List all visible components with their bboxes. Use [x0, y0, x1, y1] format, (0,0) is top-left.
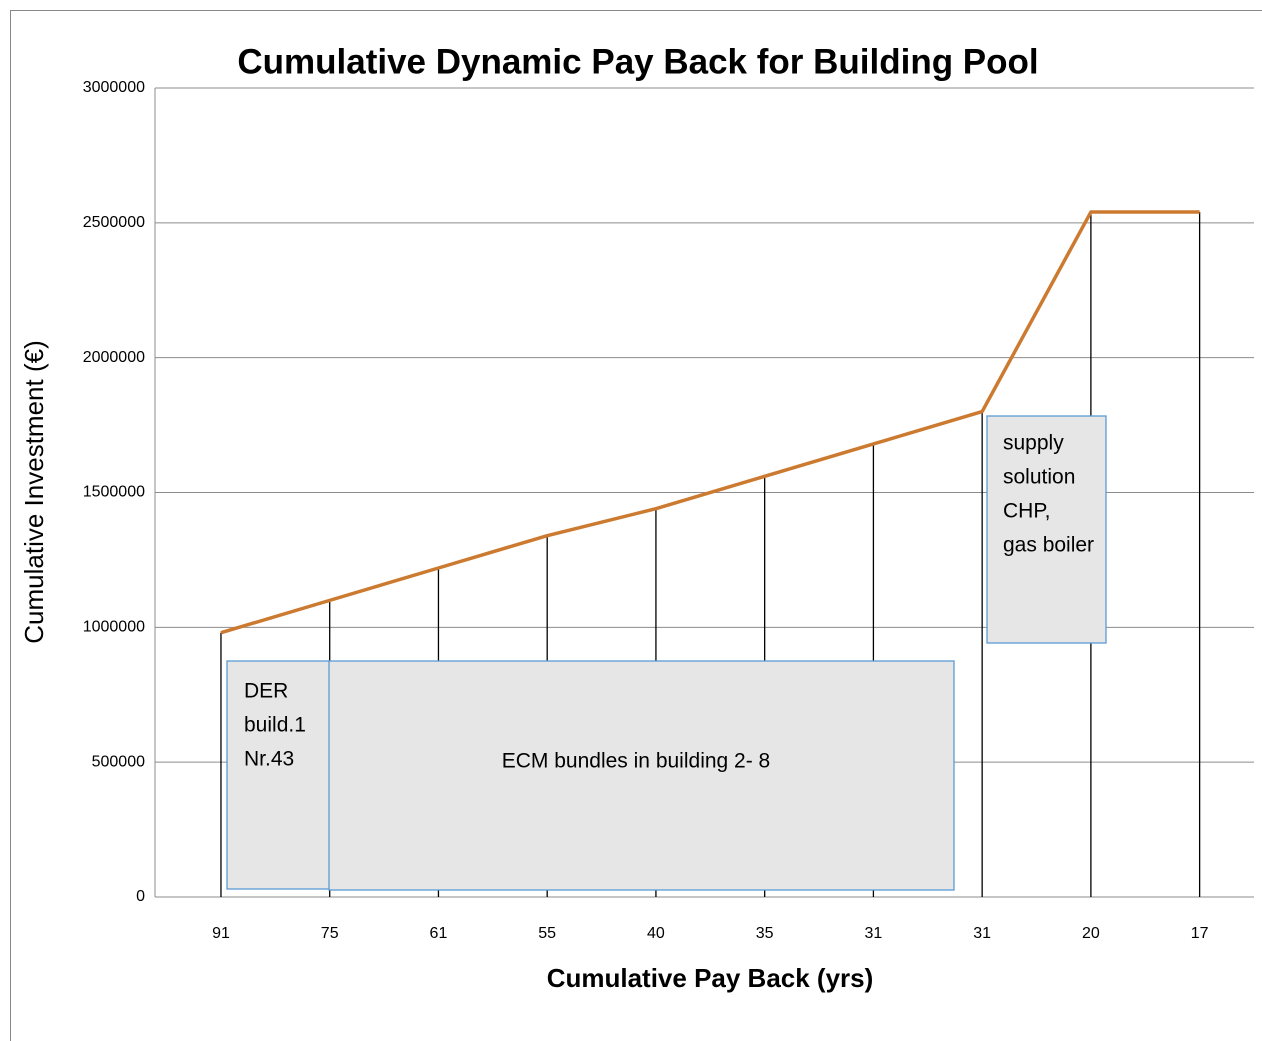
y-tick-label: 0 — [136, 888, 145, 905]
x-tick-label: 75 — [321, 925, 339, 942]
y-axis-label: Cumulative Investment (€) — [19, 340, 49, 643]
annotation-text: DER — [244, 680, 288, 703]
annotation-text: ECM bundles in building 2- 8 — [502, 750, 771, 773]
x-tick-label: 61 — [430, 925, 448, 942]
x-tick-label: 91 — [212, 925, 230, 942]
x-tick-label: 40 — [647, 925, 665, 942]
x-tick-label: 31 — [865, 925, 883, 942]
x-tick-label: 20 — [1082, 925, 1100, 942]
annotation-box — [226, 660, 331, 890]
x-tick-label: 17 — [1191, 925, 1209, 942]
series-line — [220, 210, 1200, 635]
x-tick-label: 31 — [973, 925, 991, 942]
y-tick-label: 1000000 — [83, 619, 145, 636]
y-tick-label: 2000000 — [83, 349, 145, 366]
x-tick-label: 55 — [538, 925, 556, 942]
annotation-text: solution — [1003, 466, 1075, 489]
y-tick-label: 3000000 — [83, 79, 145, 96]
annotation-box — [328, 660, 955, 891]
annotation-text: build.1 — [244, 714, 306, 737]
annotation-text: supply — [1003, 432, 1064, 455]
y-tick-label: 2500000 — [83, 214, 145, 231]
annotation-text: gas boiler — [1003, 534, 1094, 557]
x-axis-label: Cumulative Pay Back (yrs) — [547, 963, 874, 993]
chart-title: Cumulative Dynamic Pay Back for Building… — [237, 42, 1038, 81]
annotation-box — [986, 415, 1107, 644]
annotation-text: CHP, — [1003, 500, 1050, 523]
y-tick-label: 500000 — [92, 753, 145, 770]
y-tick-label: 1500000 — [83, 484, 145, 501]
x-tick-label: 35 — [756, 925, 774, 942]
annotation-text: Nr.43 — [244, 748, 294, 771]
